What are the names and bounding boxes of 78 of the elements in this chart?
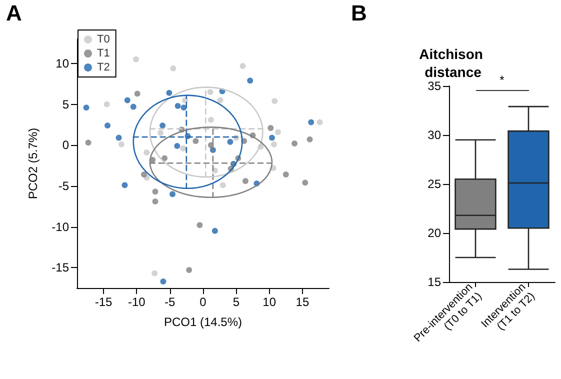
point	[292, 140, 298, 146]
point	[152, 188, 158, 195]
point	[162, 155, 168, 162]
point	[268, 124, 274, 131]
point	[274, 129, 281, 136]
y-tick-label: 20	[428, 226, 442, 240]
y-tick-label: 25	[428, 177, 442, 191]
x-tick-label: 5	[232, 295, 240, 309]
point	[152, 270, 158, 276]
chart-title: Aitchison distance	[419, 46, 487, 80]
point	[270, 141, 277, 148]
point	[268, 134, 275, 141]
point	[85, 140, 92, 146]
legend-label: T1	[97, 48, 110, 60]
x-axis-title: PCO1 (14.5%)	[164, 315, 242, 329]
x-tick-label: -15	[94, 295, 113, 309]
point	[207, 89, 214, 96]
point	[212, 228, 218, 234]
point	[247, 78, 254, 84]
y-tick-label: 5	[62, 97, 70, 112]
text: A	[6, 0, 22, 26]
point	[180, 104, 187, 111]
y-tick-label: -15	[52, 260, 70, 275]
point	[208, 116, 214, 123]
point	[282, 172, 289, 178]
point	[133, 56, 140, 62]
point	[170, 65, 176, 72]
point	[122, 182, 128, 188]
point	[130, 104, 136, 110]
point	[83, 104, 90, 111]
legend-label: T0	[97, 34, 110, 46]
point	[166, 90, 172, 96]
point	[158, 130, 164, 136]
y-tick-label: 35	[428, 79, 442, 93]
point	[242, 178, 248, 184]
x-tick-label: -5	[164, 295, 176, 309]
point	[217, 97, 224, 104]
point	[104, 122, 111, 129]
point	[180, 145, 186, 152]
x-tick-label: 15	[296, 295, 310, 309]
point	[316, 119, 323, 126]
y-tick-label: -5	[58, 178, 70, 193]
point	[308, 119, 314, 126]
point	[174, 102, 181, 109]
y-axis-title: PCO2 (5.7%)	[26, 128, 40, 200]
y-tick-label: 10	[56, 56, 70, 70]
x-tick-label: -10	[128, 295, 146, 309]
point	[104, 101, 110, 108]
point	[160, 278, 166, 284]
point	[272, 98, 278, 104]
y-tick-label: 0	[62, 138, 70, 152]
y-tick-label: 30	[428, 128, 442, 142]
point	[134, 90, 140, 97]
point	[174, 142, 180, 149]
text: B	[351, 0, 367, 26]
legend-label: T2	[97, 62, 110, 74]
point	[240, 62, 246, 69]
point	[212, 167, 218, 174]
point	[208, 142, 214, 148]
point	[186, 267, 192, 274]
point	[306, 136, 313, 142]
point	[116, 134, 122, 141]
point	[144, 149, 150, 156]
point	[196, 222, 203, 228]
point	[152, 198, 158, 204]
x-tick-label: 0	[200, 295, 207, 309]
y-tick-label: -10	[52, 220, 70, 234]
annotation: *	[500, 73, 505, 87]
point	[170, 191, 176, 198]
point	[140, 172, 147, 178]
point	[192, 138, 199, 144]
point	[220, 182, 226, 188]
point	[124, 97, 130, 104]
point	[160, 122, 166, 129]
point	[118, 141, 124, 148]
x-tick-label: 10	[262, 295, 276, 309]
point	[302, 180, 308, 186]
point	[227, 138, 234, 145]
